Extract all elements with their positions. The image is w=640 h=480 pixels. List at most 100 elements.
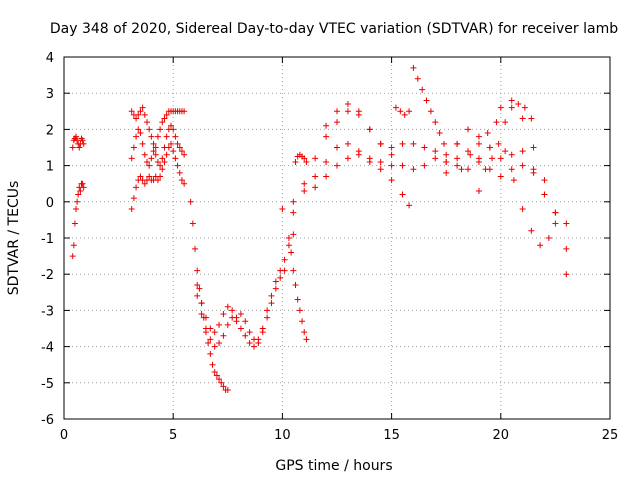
data-point: [224, 303, 231, 310]
data-point: [178, 177, 185, 184]
data-point: [497, 155, 504, 162]
data-point: [545, 235, 552, 241]
data-point: [406, 202, 413, 209]
data-point: [279, 206, 286, 213]
data-point: [388, 177, 395, 184]
data-points-layer: [69, 64, 570, 394]
data-point: [290, 209, 297, 216]
data-point: [301, 180, 308, 187]
data-point: [303, 158, 310, 165]
data-point: [563, 220, 570, 227]
data-point: [194, 267, 201, 274]
data-point: [458, 166, 465, 173]
data-point: [75, 191, 82, 198]
data-point: [224, 387, 231, 394]
series-segment-g: [194, 267, 288, 346]
data-point: [441, 140, 448, 147]
data-point: [272, 278, 279, 285]
x-tick-label: 25: [602, 428, 619, 443]
data-point: [281, 256, 288, 263]
data-point: [497, 173, 504, 180]
data-point: [277, 274, 284, 281]
data-point: [465, 166, 472, 173]
data-point: [272, 285, 279, 292]
data-point: [292, 158, 299, 165]
data-point: [475, 140, 482, 147]
data-point: [211, 343, 218, 350]
data-point: [443, 158, 450, 165]
data-point: [399, 191, 406, 198]
data-point: [486, 144, 493, 151]
data-point: [285, 235, 292, 241]
data-point: [76, 144, 83, 151]
data-point: [159, 119, 166, 126]
data-point: [229, 307, 236, 314]
data-point: [152, 144, 159, 151]
data-point: [157, 126, 164, 133]
data-point: [301, 187, 308, 194]
data-point: [150, 140, 157, 147]
data-point: [421, 144, 428, 151]
data-point: [508, 104, 515, 111]
data-point: [467, 151, 474, 158]
series-segment-t: [475, 101, 535, 194]
data-point: [80, 184, 87, 191]
data-point: [148, 155, 155, 162]
series-segment-j: [292, 151, 310, 165]
data-point: [290, 198, 297, 205]
grid-layer: [64, 57, 610, 419]
data-point: [74, 137, 81, 144]
data-point: [220, 311, 227, 318]
data-point: [334, 144, 340, 151]
data-point: [141, 111, 148, 118]
series-segment-r: [458, 119, 552, 249]
data-point: [198, 311, 205, 318]
data-point: [294, 296, 301, 303]
data-point: [163, 111, 170, 118]
data-point: [137, 108, 144, 115]
data-point: [436, 130, 443, 137]
data-point: [170, 148, 177, 155]
data-point: [148, 133, 155, 140]
data-point: [233, 318, 240, 325]
data-point: [209, 361, 216, 368]
data-point: [299, 318, 306, 325]
data-point: [216, 376, 223, 383]
data-point: [410, 166, 417, 173]
series-segment-a: [69, 133, 87, 151]
data-point: [443, 169, 450, 176]
series-segment-e: [128, 122, 188, 169]
data-point: [519, 148, 526, 155]
data-point: [366, 155, 373, 162]
data-point: [135, 111, 142, 118]
data-point: [530, 144, 537, 151]
data-point: [401, 111, 408, 118]
data-point: [205, 339, 212, 346]
y-tick-label: -3: [41, 304, 54, 319]
data-point: [150, 148, 157, 155]
data-point: [410, 140, 417, 147]
data-point: [255, 336, 262, 343]
data-point: [246, 339, 253, 346]
data-point: [427, 108, 434, 115]
data-point: [168, 122, 175, 129]
x-tick-label: 10: [274, 428, 291, 443]
data-point: [152, 151, 159, 158]
data-point: [143, 158, 150, 165]
data-point: [521, 104, 528, 111]
data-point: [128, 108, 135, 115]
data-point: [237, 325, 244, 332]
x-tick-label: 15: [383, 428, 400, 443]
data-point: [163, 133, 170, 140]
data-point: [161, 144, 168, 151]
y-tick-label: -5: [41, 377, 54, 392]
series-segment-p: [443, 97, 570, 252]
data-point: [172, 133, 179, 140]
data-point: [344, 101, 351, 108]
data-point: [334, 119, 340, 126]
data-point: [216, 321, 223, 328]
data-point: [194, 282, 201, 289]
data-point: [454, 155, 461, 162]
data-point: [377, 140, 384, 147]
data-point: [323, 173, 330, 180]
